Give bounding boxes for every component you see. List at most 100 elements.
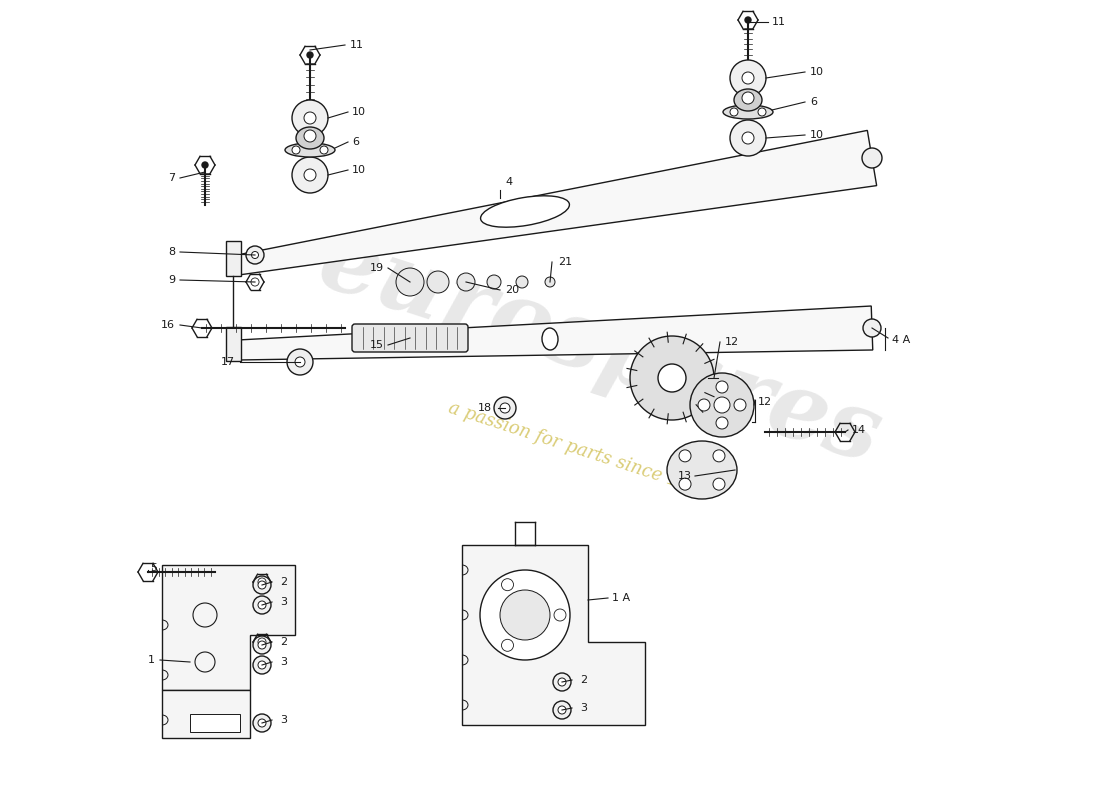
Circle shape [307, 52, 314, 58]
Circle shape [251, 278, 258, 286]
Text: 17: 17 [221, 357, 235, 367]
Text: 7: 7 [168, 173, 175, 183]
Circle shape [734, 399, 746, 411]
Circle shape [500, 590, 550, 640]
Circle shape [304, 130, 316, 142]
Text: a passion for parts since 1985: a passion for parts since 1985 [447, 399, 714, 501]
Circle shape [553, 673, 571, 691]
Text: 15: 15 [370, 340, 384, 350]
Text: 3: 3 [280, 715, 287, 725]
Text: 3: 3 [280, 597, 287, 607]
Circle shape [502, 578, 514, 590]
Bar [190, 714, 240, 732]
Polygon shape [236, 130, 877, 275]
Circle shape [630, 336, 714, 420]
Circle shape [252, 251, 258, 258]
Circle shape [516, 276, 528, 288]
Circle shape [304, 112, 316, 124]
Circle shape [253, 656, 271, 674]
Circle shape [456, 273, 475, 291]
Circle shape [742, 132, 754, 144]
Text: 1: 1 [148, 655, 155, 665]
Ellipse shape [481, 196, 570, 227]
Polygon shape [238, 306, 872, 360]
Circle shape [716, 417, 728, 429]
Circle shape [742, 72, 754, 84]
Text: 11: 11 [772, 17, 786, 27]
Text: 6: 6 [352, 137, 359, 147]
Circle shape [320, 146, 328, 154]
Circle shape [494, 397, 516, 419]
Circle shape [253, 596, 271, 614]
Circle shape [258, 661, 266, 669]
Circle shape [745, 17, 751, 23]
Text: 3: 3 [280, 657, 287, 667]
Text: 10: 10 [352, 165, 366, 175]
Circle shape [502, 639, 514, 651]
Circle shape [480, 570, 570, 660]
Text: 10: 10 [810, 130, 824, 140]
Ellipse shape [542, 328, 558, 350]
Circle shape [295, 357, 305, 367]
Circle shape [864, 319, 881, 337]
Circle shape [544, 277, 556, 287]
Text: 9: 9 [168, 275, 175, 285]
Circle shape [730, 60, 766, 96]
Circle shape [202, 162, 208, 168]
Text: 6: 6 [810, 97, 817, 107]
Circle shape [253, 576, 271, 594]
Ellipse shape [285, 143, 336, 157]
Circle shape [742, 92, 754, 104]
Text: 4: 4 [505, 177, 513, 187]
Circle shape [730, 108, 738, 116]
Circle shape [258, 601, 266, 609]
Text: 12: 12 [758, 397, 772, 407]
Circle shape [658, 364, 686, 392]
Circle shape [554, 609, 566, 621]
Text: 2: 2 [280, 637, 287, 647]
Circle shape [862, 148, 882, 168]
Text: eurospares: eurospares [308, 217, 892, 483]
Circle shape [679, 450, 691, 462]
Bar [226, 327, 241, 361]
Circle shape [713, 478, 725, 490]
Circle shape [500, 403, 510, 413]
Circle shape [558, 678, 566, 686]
Text: 5: 5 [150, 563, 157, 573]
Text: 13: 13 [678, 471, 692, 481]
Circle shape [758, 108, 766, 116]
Text: 3: 3 [580, 703, 587, 713]
Circle shape [258, 581, 266, 589]
Circle shape [258, 719, 266, 727]
Circle shape [253, 636, 271, 654]
Circle shape [257, 578, 266, 586]
Ellipse shape [723, 105, 773, 119]
Circle shape [257, 638, 266, 646]
Text: 2: 2 [580, 675, 587, 685]
FancyBboxPatch shape [352, 324, 468, 352]
Text: 21: 21 [558, 257, 572, 267]
Text: 2: 2 [280, 577, 287, 587]
Text: 11: 11 [350, 40, 364, 50]
Text: 8: 8 [168, 247, 175, 257]
Circle shape [714, 397, 730, 413]
Polygon shape [162, 565, 295, 690]
Circle shape [690, 373, 754, 437]
Text: 10: 10 [352, 107, 366, 117]
Text: 10: 10 [810, 67, 824, 77]
Polygon shape [162, 690, 250, 738]
Ellipse shape [734, 89, 762, 111]
Circle shape [553, 701, 571, 719]
Ellipse shape [296, 127, 324, 149]
Circle shape [292, 157, 328, 193]
Circle shape [253, 714, 271, 732]
Circle shape [716, 381, 728, 393]
Text: 19: 19 [370, 263, 384, 273]
Circle shape [487, 275, 500, 289]
Circle shape [730, 120, 766, 156]
Ellipse shape [667, 441, 737, 499]
Text: 12: 12 [725, 337, 739, 347]
Bar [226, 241, 241, 276]
Circle shape [396, 268, 424, 296]
Text: 14: 14 [852, 425, 866, 435]
